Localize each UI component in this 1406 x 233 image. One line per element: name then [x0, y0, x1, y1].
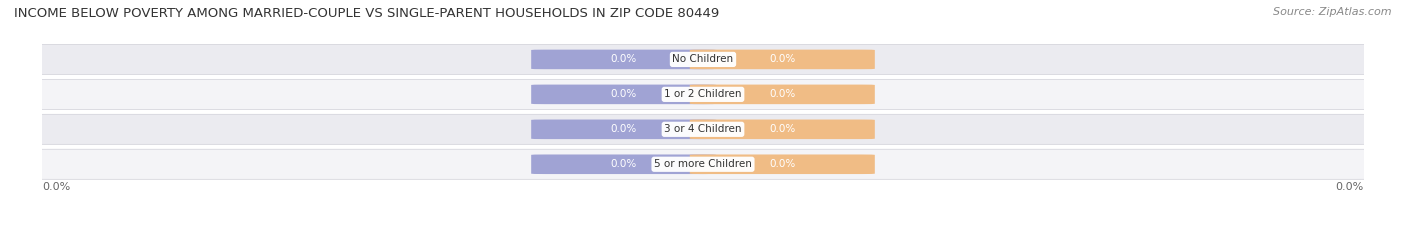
Text: No Children: No Children: [672, 55, 734, 64]
Text: 0.0%: 0.0%: [610, 124, 637, 134]
FancyBboxPatch shape: [531, 154, 716, 174]
FancyBboxPatch shape: [0, 44, 1406, 75]
Text: 0.0%: 0.0%: [42, 182, 70, 192]
FancyBboxPatch shape: [531, 85, 716, 104]
Text: 5 or more Children: 5 or more Children: [654, 159, 752, 169]
Text: 0.0%: 0.0%: [610, 89, 637, 99]
Text: 0.0%: 0.0%: [769, 55, 796, 64]
FancyBboxPatch shape: [0, 114, 1406, 144]
FancyBboxPatch shape: [0, 79, 1406, 110]
Text: 0.0%: 0.0%: [610, 55, 637, 64]
FancyBboxPatch shape: [690, 85, 875, 104]
Text: 0.0%: 0.0%: [610, 159, 637, 169]
Text: Source: ZipAtlas.com: Source: ZipAtlas.com: [1274, 7, 1392, 17]
FancyBboxPatch shape: [0, 149, 1406, 179]
Text: 0.0%: 0.0%: [1336, 182, 1364, 192]
Text: 1 or 2 Children: 1 or 2 Children: [664, 89, 742, 99]
FancyBboxPatch shape: [690, 120, 875, 139]
FancyBboxPatch shape: [531, 50, 716, 69]
Text: 0.0%: 0.0%: [769, 159, 796, 169]
Text: INCOME BELOW POVERTY AMONG MARRIED-COUPLE VS SINGLE-PARENT HOUSEHOLDS IN ZIP COD: INCOME BELOW POVERTY AMONG MARRIED-COUPL…: [14, 7, 720, 20]
FancyBboxPatch shape: [690, 154, 875, 174]
Text: 3 or 4 Children: 3 or 4 Children: [664, 124, 742, 134]
FancyBboxPatch shape: [531, 120, 716, 139]
Text: 0.0%: 0.0%: [769, 89, 796, 99]
Text: 0.0%: 0.0%: [769, 124, 796, 134]
FancyBboxPatch shape: [690, 50, 875, 69]
